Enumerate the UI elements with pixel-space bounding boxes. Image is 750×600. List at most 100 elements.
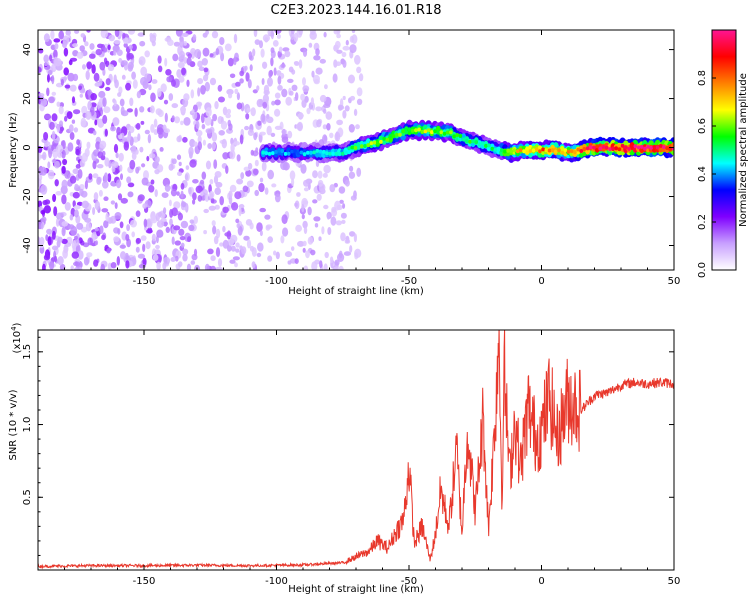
spectrogram-noise-cell xyxy=(225,113,231,119)
spectrogram-noise-cell xyxy=(88,173,93,180)
spectrogram-noise-cell xyxy=(71,96,76,104)
spectrogram-noise-cell xyxy=(210,197,215,204)
spectrogram-noise-cell xyxy=(166,76,172,83)
spectrogram-noise-cell xyxy=(263,84,270,95)
spectrogram-noise-cell xyxy=(103,47,108,53)
spectrogram-noise-cell xyxy=(284,50,291,58)
spectrogram-ridge-cell xyxy=(646,144,650,149)
spectrogram-noise-cell xyxy=(87,237,93,246)
spectrogram-noise-cell xyxy=(217,84,223,92)
spectrogram-noise-cell xyxy=(67,72,75,82)
spectrogram-noise-cell xyxy=(171,79,176,87)
spectrogram-noise-cell xyxy=(46,87,50,97)
x-tick-label: -150 xyxy=(133,276,156,287)
spectrogram-noise-cell xyxy=(172,53,179,62)
spectrogram-noise-cell xyxy=(103,220,109,229)
spectrogram-ridge-cell xyxy=(547,148,552,153)
spectrogram-noise-cell xyxy=(311,261,318,270)
spectrogram-noise-cell xyxy=(76,139,80,146)
x-tick-label: 50 xyxy=(668,276,681,287)
spectrogram-noise-cell xyxy=(84,148,90,158)
spectrogram-noise-cell xyxy=(270,47,275,54)
spectrogram-noise-cell xyxy=(353,108,358,116)
spectrogram-noise-cell xyxy=(64,202,71,211)
spectrogram-noise-cell xyxy=(204,115,212,126)
spectrogram-ridge-cell xyxy=(328,151,332,156)
y-tick-label: 20 xyxy=(22,92,33,105)
spectrogram-ridge-cell xyxy=(277,148,282,153)
spectrogram-noise-cell xyxy=(51,91,57,96)
y-tick-label: 1.5 xyxy=(22,344,33,360)
spectrogram-noise-cell xyxy=(241,246,247,255)
spectrogram-noise-cell xyxy=(234,262,238,268)
spectrogram-ridge-cell xyxy=(550,148,555,153)
spectrogram-noise-cell xyxy=(72,73,79,82)
spectrogram-noise-cell xyxy=(149,32,153,39)
spectrogram-noise-cell xyxy=(305,250,310,259)
spectrogram-ridge-cell xyxy=(595,144,599,149)
spectrogram-noise-cell xyxy=(102,97,107,108)
spectrogram-noise-cell xyxy=(125,82,132,91)
spectrogram-noise-cell xyxy=(254,39,261,45)
spectrogram-noise-cell xyxy=(197,194,203,202)
spectrogram-noise-cell xyxy=(245,219,253,226)
spectrogram-noise-cell xyxy=(351,34,358,44)
spectrogram-ridge-cell xyxy=(369,141,374,146)
spectrogram-noise-cell xyxy=(75,148,80,156)
spectrogram-noise-cell xyxy=(91,64,96,74)
spectrogram-noise-cell xyxy=(58,120,64,128)
x-tick-label: -50 xyxy=(401,276,417,287)
snr-scale-suffix: ) xyxy=(12,322,23,326)
spectrogram-noise-cell xyxy=(323,135,328,142)
spectrogram-noise-cell xyxy=(118,58,123,63)
spectrogram-noise-cell xyxy=(61,165,66,174)
spectrogram-noise-cell xyxy=(247,79,252,89)
spectrogram-ridge-cell xyxy=(299,150,304,155)
spectrogram-noise-cell xyxy=(52,230,56,240)
spectrogram-noise-cell xyxy=(135,237,141,244)
spectrogram-noise-cell xyxy=(163,128,170,134)
spectrogram-ridge-cell xyxy=(531,148,536,153)
spectrogram-noise-cell xyxy=(336,49,343,54)
spectrogram-noise-cell xyxy=(132,136,139,143)
spectrogram-ridge-cell xyxy=(344,150,348,155)
spectrogram-noise-cell xyxy=(356,167,362,177)
spectrogram-panel: -150 -100 -50 0 50 -40 -20 0 20 40 Height of str… xyxy=(8,29,681,297)
spectrogram-noise-cell xyxy=(186,57,192,66)
spectrogram-noise-cell xyxy=(74,183,79,189)
spectrogram-noise-cell xyxy=(156,220,165,228)
spectrogram-noise-cell xyxy=(354,248,362,258)
spectrogram-ridge-cell xyxy=(286,151,291,156)
spectrogram-noise-cell xyxy=(135,166,140,174)
spectrogram-noise-cell xyxy=(329,256,334,264)
spectrogram-ridge-cell xyxy=(608,147,612,152)
spectrogram-noise-cell xyxy=(39,236,45,246)
spectrogram-noise-cell xyxy=(234,88,239,95)
spectrogram-ridge-cell xyxy=(341,151,345,156)
spectrogram-noise-cell xyxy=(201,171,207,180)
spectrogram-ridge-cell xyxy=(620,143,625,148)
spectrogram-noise-cell xyxy=(83,256,90,266)
spectrogram-noise-cell xyxy=(73,127,79,133)
spectrogram-noise-cell xyxy=(137,253,145,259)
snr-y-ticks: 0.5 1.0 1.5 xyxy=(22,336,674,556)
spectrogram-noise-cell xyxy=(205,128,213,134)
spectrogram-noise-cell xyxy=(253,132,258,141)
spectrogram-ridge-cell xyxy=(350,145,355,150)
spectrogram-noise-cell xyxy=(111,166,116,173)
spectrogram-ridge-cell xyxy=(592,145,596,150)
spectrogram-noise-cell xyxy=(161,192,169,199)
y-tick-label: -40 xyxy=(22,237,33,253)
spectrogram-noise-cell xyxy=(213,235,219,245)
spectrogram-ridge-cell xyxy=(366,143,371,148)
spectrogram-noise-cell xyxy=(144,50,150,58)
spectrogram-noise-cell xyxy=(289,170,296,181)
spectrogram-noise-cell xyxy=(240,172,245,180)
spectrogram-noise-cell xyxy=(281,128,286,136)
spectrogram-noise-cell xyxy=(321,226,325,235)
spectrogram-noise-cell xyxy=(230,234,238,243)
spectrogram-noise-cell xyxy=(297,240,305,247)
spectrogram-noise-cell xyxy=(247,129,254,137)
spectrogram-noise-cell xyxy=(76,222,84,230)
spectrogram-noise-cell xyxy=(70,265,74,270)
